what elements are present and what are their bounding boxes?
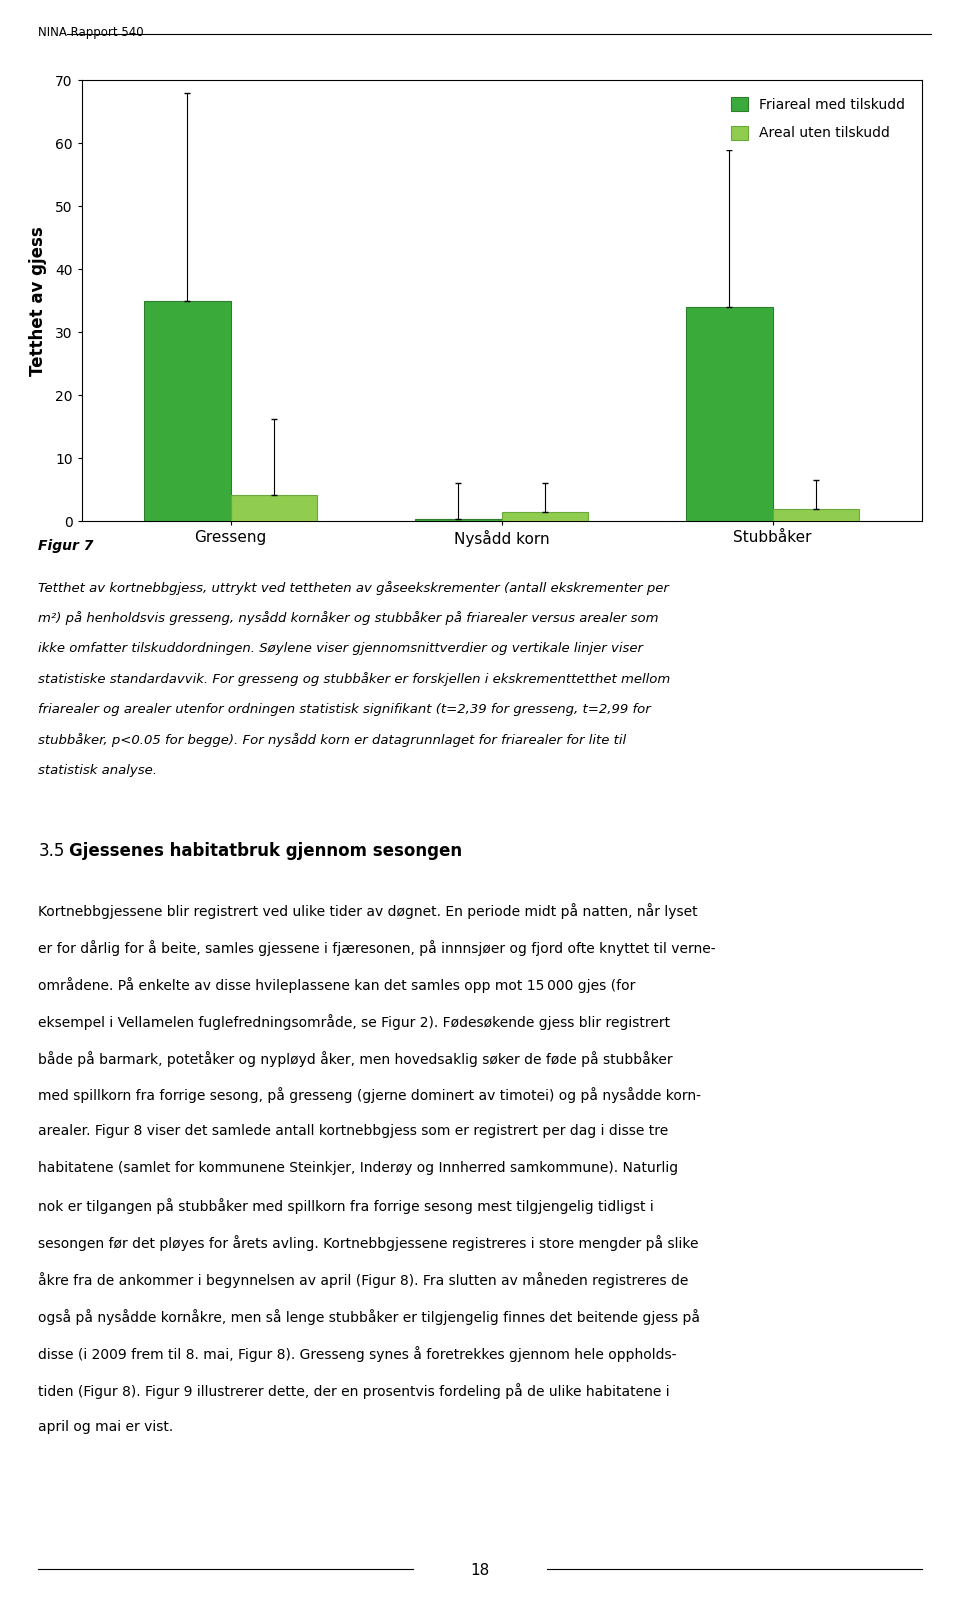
Text: tiden (Figur 8). Figur 9 illustrerer dette, der en prosentvis fordeling på de ul: tiden (Figur 8). Figur 9 illustrerer det… bbox=[38, 1383, 670, 1399]
Text: også på nysådde kornåkre, men så lenge stubbåker er tilgjengelig finnes det beit: også på nysådde kornåkre, men så lenge s… bbox=[38, 1309, 701, 1325]
Text: stubbåker, p<0.05 for begge). For nysådd korn er datagrunnlaget for friarealer f: stubbåker, p<0.05 for begge). For nysådd… bbox=[38, 733, 627, 747]
Bar bbox=[685, 306, 773, 521]
Text: eksempel i Vellamelen fuglefredningsområde, se Figur 2). Fødesøkende gjess blir : eksempel i Vellamelen fuglefredningsområ… bbox=[38, 1014, 670, 1030]
Text: 3.5: 3.5 bbox=[38, 842, 64, 860]
Bar bbox=[773, 508, 859, 521]
Text: 18: 18 bbox=[470, 1564, 490, 1578]
Text: m²) på henholdsvis gresseng, nysådd kornåker og stubbåker på friarealer versus a: m²) på henholdsvis gresseng, nysådd korn… bbox=[38, 611, 659, 626]
Text: NINA Rapport 540: NINA Rapport 540 bbox=[38, 26, 144, 38]
Text: Figur 7: Figur 7 bbox=[38, 539, 94, 553]
Text: april og mai er vist.: april og mai er vist. bbox=[38, 1420, 174, 1434]
Y-axis label: Tetthet av gjess: Tetthet av gjess bbox=[29, 226, 47, 375]
Text: habitatene (samlet for kommunene Steinkjer, Inderøy og Innherred samkommune). Na: habitatene (samlet for kommunene Steinkj… bbox=[38, 1161, 679, 1176]
Text: med spillkorn fra forrige sesong, på gresseng (gjerne dominert av timotei) og på: med spillkorn fra forrige sesong, på gre… bbox=[38, 1088, 702, 1104]
Bar bbox=[501, 512, 588, 521]
Text: er for dårlig for å beite, samles gjessene i fjæresonen, på innnsjøer og fjord o: er for dårlig for å beite, samles gjesse… bbox=[38, 940, 716, 956]
Text: åkre fra de ankommer i begynnelsen av april (Figur 8). Fra slutten av måneden re: åkre fra de ankommer i begynnelsen av ap… bbox=[38, 1272, 688, 1288]
Text: ikke omfatter tilskuddordningen. Søylene viser gjennomsnittverdier og vertikale : ikke omfatter tilskuddordningen. Søylene… bbox=[38, 642, 643, 654]
Text: Tetthet av kortnebbgjess, uttrykt ved tettheten av gåseekskrementer (antall eksk: Tetthet av kortnebbgjess, uttrykt ved te… bbox=[38, 581, 669, 595]
Text: både på barmark, potetåker og nypløyd åker, men hovedsaklig søker de føde på stu: både på barmark, potetåker og nypløyd åk… bbox=[38, 1051, 673, 1067]
Text: Gjessenes habitatbruk gjennom sesongen: Gjessenes habitatbruk gjennom sesongen bbox=[69, 842, 463, 860]
Bar bbox=[415, 520, 501, 521]
Text: statistiske standardavvik. For gresseng og stubbåker er forskjellen i ekskrement: statistiske standardavvik. For gresseng … bbox=[38, 672, 671, 687]
Text: Kortnebbgjessene blir registrert ved ulike tider av døgnet. En periode midt på n: Kortnebbgjessene blir registrert ved uli… bbox=[38, 903, 698, 919]
Text: statistisk analyse.: statistisk analyse. bbox=[38, 764, 157, 776]
Text: arealer. Figur 8 viser det samlede antall kortnebbgjess som er registrert per da: arealer. Figur 8 viser det samlede antal… bbox=[38, 1124, 669, 1139]
Text: områdene. På enkelte av disse hvileplassene kan det samles opp mot 15 000 gjes (: områdene. På enkelte av disse hvileplass… bbox=[38, 977, 636, 993]
Text: sesongen før det pløyes for årets avling. Kortnebbgjessene registreres i store m: sesongen før det pløyes for årets avling… bbox=[38, 1235, 699, 1251]
Text: nok er tilgangen på stubbåker med spillkorn fra forrige sesong mest tilgjengelig: nok er tilgangen på stubbåker med spillk… bbox=[38, 1198, 654, 1214]
Legend: Friareal med tilskudd, Areal uten tilskudd: Friareal med tilskudd, Areal uten tilsku… bbox=[721, 87, 915, 151]
Bar bbox=[144, 302, 230, 521]
Bar bbox=[230, 494, 318, 521]
Text: friarealer og arealer utenfor ordningen statistisk signifikant (t=2,39 for gress: friarealer og arealer utenfor ordningen … bbox=[38, 703, 651, 715]
Text: disse (i 2009 frem til 8. mai, Figur 8). Gresseng synes å foretrekkes gjennom he: disse (i 2009 frem til 8. mai, Figur 8).… bbox=[38, 1346, 677, 1362]
